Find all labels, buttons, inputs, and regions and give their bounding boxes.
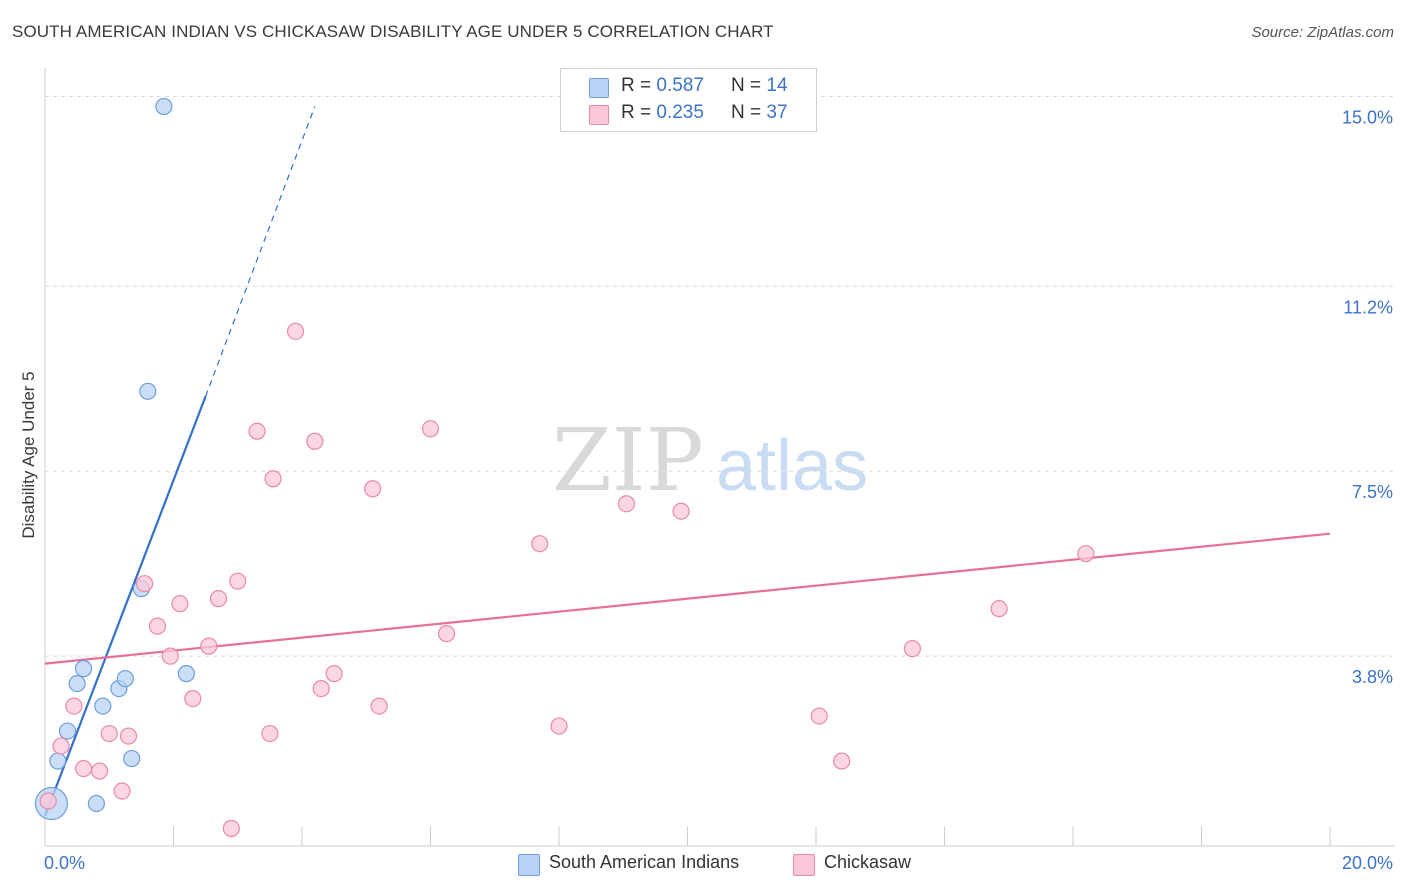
legend-r-value-a: 0.587 — [656, 75, 704, 96]
point-chickasaw — [91, 762, 109, 780]
trend-line-south-american-indians — [43, 395, 207, 817]
correlation-legend: R = 0.587 N = 14 R = 0.235 N = 37 — [560, 68, 817, 132]
watermark-atlas: atlas — [716, 426, 868, 506]
point-south-american-indians — [49, 752, 67, 770]
y-tick-label: 11.2% — [1343, 297, 1393, 317]
legend-r-value-b: 0.235 — [656, 102, 704, 123]
point-south-american-indians — [139, 382, 157, 400]
point-chickasaw — [248, 422, 266, 440]
legend-n-label: N = — [731, 75, 762, 96]
point-chickasaw — [421, 420, 440, 438]
point-south-american-indians — [116, 670, 134, 688]
trend-line-chickasaw — [44, 532, 1331, 665]
point-chickasaw — [261, 724, 279, 743]
point-chickasaw — [1077, 545, 1095, 563]
legend-r-label: R = — [621, 75, 652, 96]
point-chickasaw — [306, 432, 324, 450]
data-points — [34, 97, 1095, 838]
watermark-zip: ZIP — [552, 411, 704, 511]
point-south-american-indians — [123, 749, 141, 768]
point-chickasaw — [617, 495, 636, 513]
x-tick-label-max: 20.0% — [1342, 853, 1393, 873]
point-south-american-indians — [68, 675, 86, 693]
tick-labels: 3.8% 7.5% 11.2% 15.0% 0.0% 20.0% — [44, 107, 1393, 873]
point-chickasaw — [39, 792, 57, 810]
point-chickasaw — [135, 575, 154, 593]
point-chickasaw — [903, 640, 921, 658]
bottom-legend-label-b: Chickasaw — [824, 852, 912, 872]
point-chickasaw — [222, 819, 240, 838]
point-chickasaw — [437, 625, 456, 643]
point-south-american-indians — [177, 665, 195, 683]
point-south-american-indians — [155, 97, 173, 116]
y-tick-label: 15.0% — [1342, 107, 1393, 127]
point-chickasaw — [74, 759, 93, 778]
point-chickasaw — [119, 727, 138, 745]
watermark: ZIP atlas — [552, 411, 868, 511]
legend-swatch-pink — [589, 105, 609, 125]
bottom-legend-swatch-blue — [518, 854, 540, 876]
point-chickasaw — [325, 665, 343, 683]
legend-swatch-blue — [589, 78, 609, 98]
legend-r-label: R = — [621, 102, 652, 123]
point-south-american-indians — [87, 794, 106, 813]
point-chickasaw — [531, 535, 549, 553]
point-chickasaw — [229, 572, 247, 590]
point-chickasaw — [113, 782, 131, 800]
point-chickasaw — [209, 590, 228, 608]
point-chickasaw — [100, 724, 118, 743]
bottom-legend-swatch-pink — [793, 854, 815, 876]
point-chickasaw — [550, 717, 568, 735]
point-chickasaw — [52, 737, 70, 755]
point-chickasaw — [364, 480, 382, 498]
point-south-american-indians — [74, 660, 93, 678]
legend-n-label: N = — [731, 102, 762, 123]
y-tick-label: 7.5% — [1352, 482, 1393, 502]
point-chickasaw — [65, 697, 83, 715]
chart-title: SOUTH AMERICAN INDIAN VS CHICKASAW DISAB… — [12, 22, 774, 41]
trend-line-extension-south-american-indians — [205, 106, 316, 397]
point-chickasaw — [833, 752, 851, 770]
gridlines — [45, 95, 1395, 657]
point-chickasaw — [370, 697, 388, 715]
point-chickasaw — [161, 647, 179, 665]
point-chickasaw — [264, 470, 282, 488]
y-tick-label: 3.8% — [1352, 667, 1393, 687]
point-south-american-indians — [94, 697, 112, 715]
point-chickasaw — [286, 322, 305, 340]
axes — [44, 68, 1395, 847]
x-tick-label-min: 0.0% — [44, 853, 85, 873]
point-chickasaw — [148, 617, 167, 635]
point-chickasaw — [990, 600, 1008, 618]
point-chickasaw — [184, 689, 202, 708]
point-chickasaw — [810, 707, 828, 725]
point-south-american-indians — [58, 722, 77, 740]
y-axis-label: Disability Age Under 5 — [19, 371, 38, 538]
point-chickasaw — [200, 637, 218, 655]
legend-n-value-a: 14 — [766, 75, 788, 96]
point-chickasaw — [312, 680, 330, 698]
point-chickasaw — [171, 595, 189, 613]
trend-lines — [43, 106, 1331, 817]
source-label: Source: ZipAtlas.com — [1251, 24, 1394, 41]
point-chickasaw — [672, 502, 690, 520]
legend-n-value-b: 37 — [766, 102, 788, 123]
bottom-legend-label-a: South American Indians — [549, 852, 740, 872]
